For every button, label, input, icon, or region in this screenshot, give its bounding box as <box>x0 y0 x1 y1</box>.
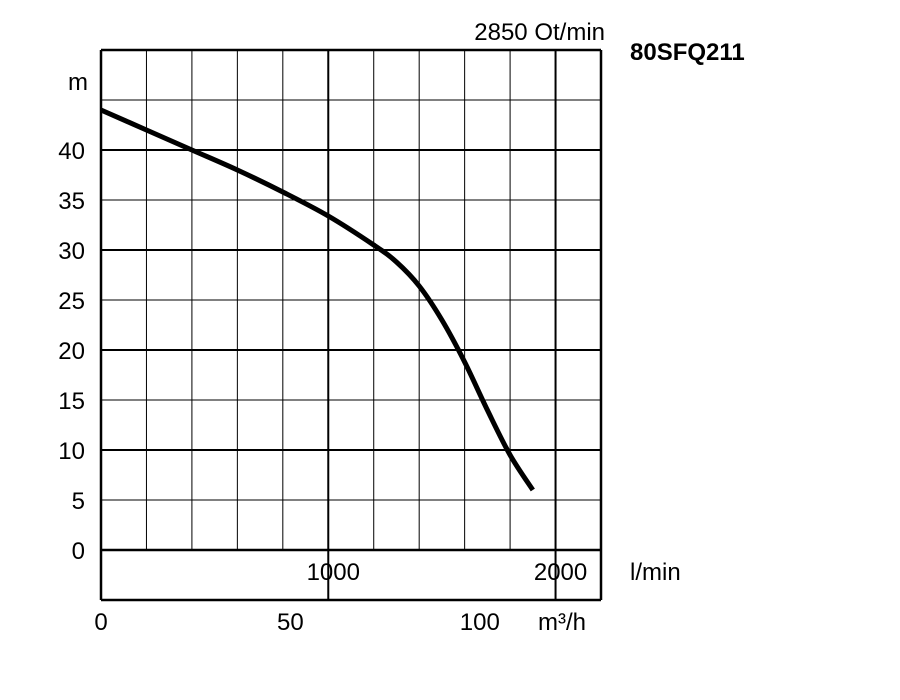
plot-frame <box>99 48 603 602</box>
head-flow-curve <box>99 107 535 492</box>
y-tick-label: 0 <box>72 538 85 565</box>
x-tick-label-m3h: 0 <box>94 609 107 636</box>
x-axis-label-lmin: l/min <box>630 559 681 586</box>
y-tick-label: 15 <box>58 388 85 415</box>
y-tick-label: 30 <box>58 238 85 265</box>
y-tick-label: 35 <box>58 188 85 215</box>
x-tick-label-lmin: 1000 <box>307 559 360 586</box>
grid <box>101 50 601 600</box>
x-tick-label-m3h: 100 <box>460 609 500 636</box>
y-tick-label: 25 <box>58 288 85 315</box>
speed-label: 2850 Ot/min <box>474 19 605 46</box>
y-axis-label: m <box>68 69 88 96</box>
x-tick-label-lmin: 2000 <box>534 559 587 586</box>
y-tick-label: 20 <box>58 338 85 365</box>
curve-layer <box>99 107 535 492</box>
label-layer: 2850 Ot/min 80SFQ211 m l/min m³/h 0 5 10 15… <box>58 19 744 636</box>
x-tick-label-m3h: 50 <box>277 609 304 636</box>
y-tick-label: 5 <box>72 488 85 515</box>
y-tick-label: 10 <box>58 438 85 465</box>
chart-title: 80SFQ211 <box>630 39 745 66</box>
y-tick-label: 40 <box>58 138 85 165</box>
x-axis-label-m3h: m³/h <box>538 609 586 636</box>
